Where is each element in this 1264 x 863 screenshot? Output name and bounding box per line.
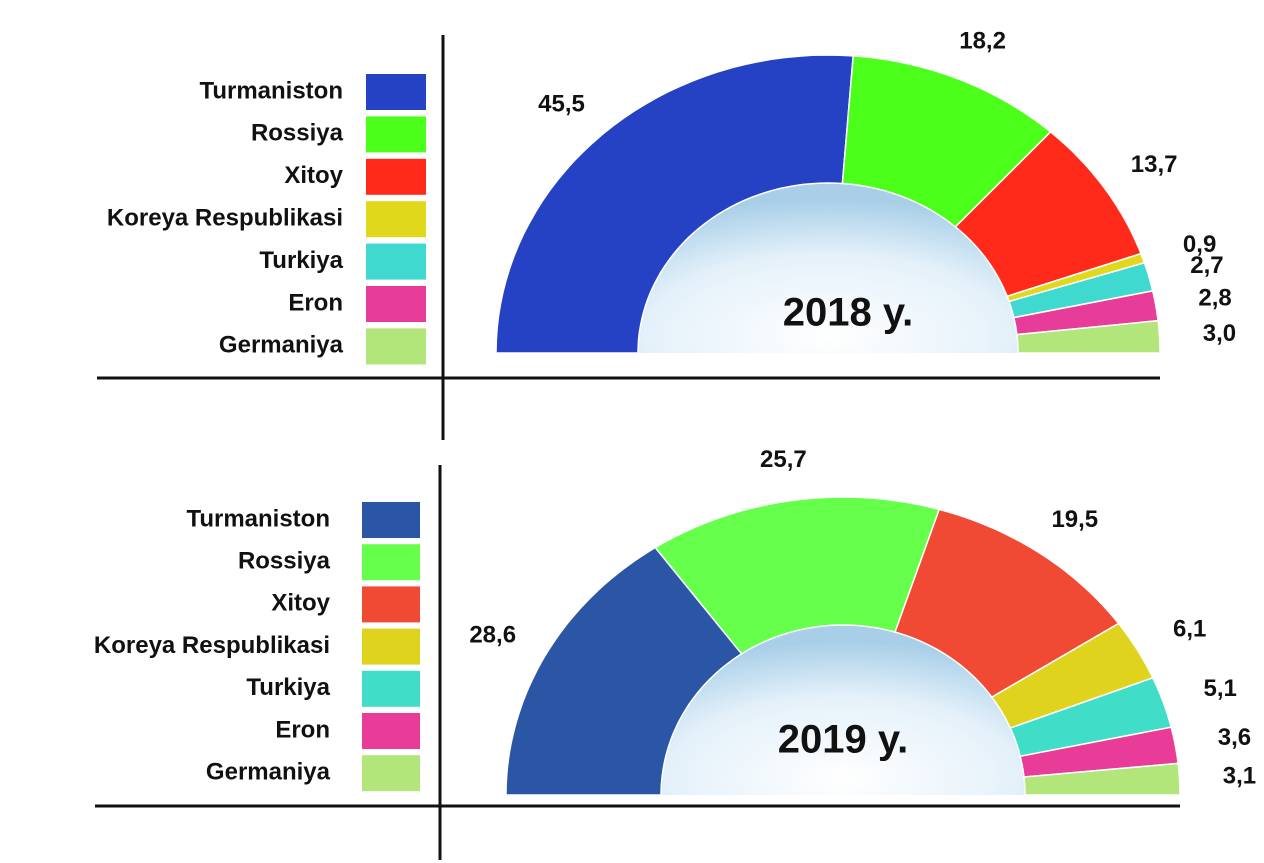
legend-label: Xitoy [284, 162, 343, 189]
legend-label: Turkiya [259, 247, 343, 274]
legend-swatch [362, 670, 420, 707]
legend-swatch [366, 116, 426, 153]
value-label: 25,7 [760, 446, 807, 473]
value-label: 3,1 [1223, 762, 1256, 789]
value-label: 5,1 [1204, 675, 1237, 702]
legend-swatch [362, 713, 420, 749]
legend-swatch [366, 286, 426, 322]
legend-label: Germaniya [206, 759, 331, 786]
legend-label: Xitoy [271, 590, 330, 617]
globe-background [661, 625, 1025, 795]
legend-swatch [362, 628, 420, 665]
legend-label: Turkiya [246, 674, 330, 701]
legend-swatch [366, 328, 426, 365]
segment [1023, 762, 1181, 796]
legend-label: Rossiya [251, 120, 344, 147]
legend-label: Rossiya [238, 548, 331, 575]
legend-swatch [362, 544, 420, 581]
legend-label: Turmaniston [199, 77, 343, 104]
globe-background [638, 183, 1018, 353]
legend-swatch [366, 201, 426, 238]
value-label: 2,7 [1190, 252, 1223, 279]
chart-title: 2018 y. [783, 291, 914, 335]
value-label: 28,6 [469, 621, 516, 648]
legend-label: Koreya Respublikasi [94, 632, 330, 659]
legend-label: Eron [275, 716, 330, 743]
legend-swatch [366, 158, 426, 195]
legend-label: Germaniya [219, 332, 344, 359]
value-label: 13,7 [1131, 151, 1178, 178]
value-label: 2,8 [1198, 285, 1231, 312]
legend-label: Turmaniston [186, 505, 330, 532]
chart-title: 2019 y. [778, 718, 909, 762]
value-label: 45,5 [538, 90, 585, 117]
legend-swatch [362, 586, 420, 623]
legend-label: Eron [288, 289, 343, 316]
value-label: 18,2 [959, 28, 1006, 55]
legend-label: Koreya Respublikasi [107, 205, 343, 232]
value-label: 19,5 [1051, 506, 1098, 533]
value-label: 0,9 [1183, 231, 1216, 258]
legend-swatch [362, 755, 420, 792]
value-label: 3,6 [1218, 724, 1251, 751]
legend-swatch [362, 502, 420, 538]
legend-swatch [366, 243, 426, 280]
legend-swatch [366, 74, 426, 110]
value-label: 3,0 [1203, 320, 1236, 347]
value-label: 6,1 [1173, 616, 1206, 643]
segment [1016, 319, 1161, 354]
